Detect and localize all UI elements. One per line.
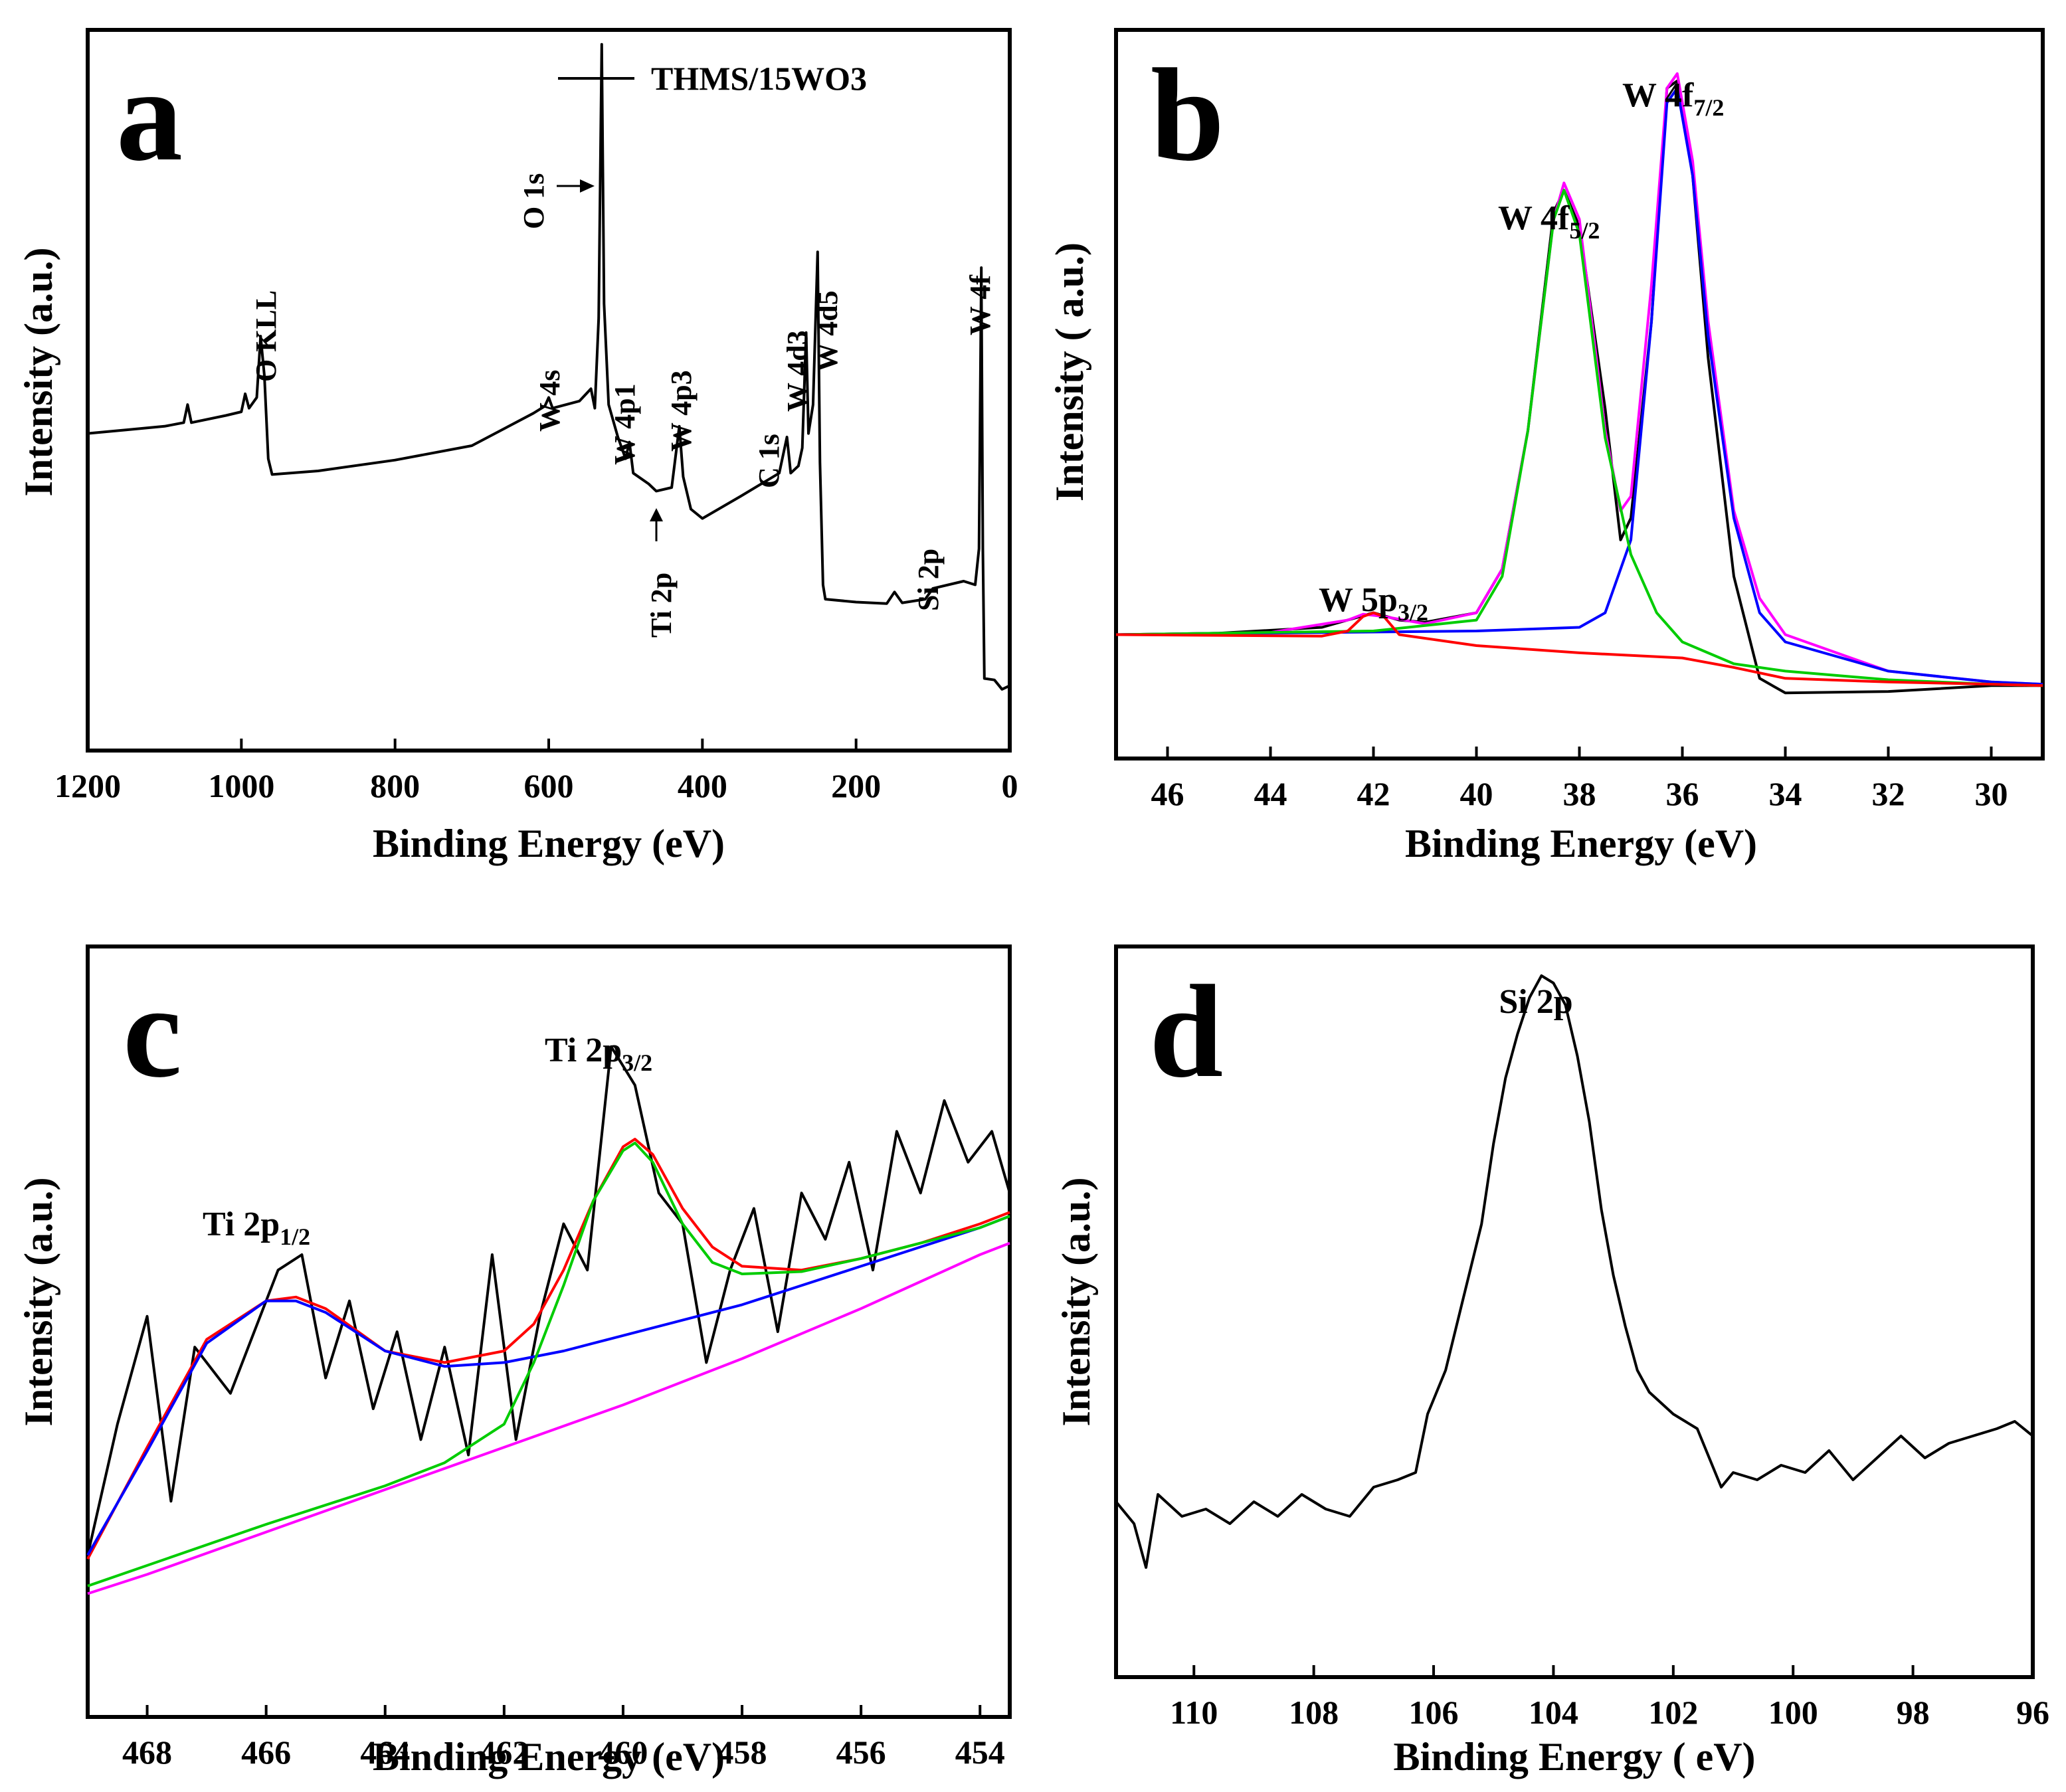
annotation-w-4p1: W 4p1: [609, 383, 641, 465]
panel-b-frame: [1114, 28, 2045, 761]
annotation-ti-2p32: Ti 2p3/2: [545, 1031, 652, 1076]
annotation-o-1s-arrowhead: [580, 179, 595, 193]
panel-a-x-ticks: 1200 1000 800 600 400 200 0: [54, 739, 1018, 804]
panel-c-x-ticks: 468 466 464 462 460 458 456 454: [122, 1705, 1005, 1771]
x-tick-label: 600: [524, 767, 574, 804]
x-tick-label: 1000: [208, 767, 274, 804]
annotation-ti-2p-arrowhead: [650, 508, 663, 521]
panel-b-series: [1115, 72, 2043, 695]
x-tick-label: 32: [1872, 775, 1905, 812]
x-tick-label: 464: [360, 1734, 410, 1771]
x-tick-label: 108: [1289, 1694, 1339, 1731]
annotation-w-4f52: W 4f5/2: [1498, 199, 1600, 244]
svg-text:W 5p3/2: W 5p3/2: [1319, 581, 1428, 626]
x-tick-label: 44: [1254, 775, 1287, 812]
svg-text:W 4f5/2: W 4f5/2: [1498, 199, 1600, 244]
x-tick-label: 106: [1409, 1694, 1459, 1731]
panel-c-x-axis-label: Binding Energy (eV): [373, 1735, 725, 1779]
panel-d-series: [1115, 974, 2034, 1569]
svg-text:Ti 2p3/2: Ti 2p3/2: [545, 1031, 652, 1076]
annotation-w-4d5: W 4d5: [811, 290, 844, 372]
panel-d-x-axis-label: Binding Energy ( eV): [1393, 1735, 1755, 1779]
panel-b-x-ticks: 46 44 42 40 38 36 34 32 30: [1151, 747, 2008, 812]
x-tick-label: 100: [1768, 1694, 1818, 1731]
x-tick-label: 110: [1170, 1694, 1218, 1731]
panel-d-y-axis-label: Intensity (a.u.): [1054, 1177, 1098, 1426]
x-tick-label: 42: [1357, 775, 1390, 812]
series-line-envelope: [86, 1138, 1010, 1560]
annotation-w-4f: W 4f: [964, 274, 996, 335]
series-line-thms-15wo3: [87, 43, 1010, 691]
series-line-ti-2p1-2-fit: [86, 1215, 1010, 1556]
annotation-si-2p: Si 2p: [1499, 983, 1572, 1021]
x-tick-label: 456: [836, 1734, 886, 1771]
x-tick-label: 466: [241, 1734, 291, 1771]
annotation-c-1s: C 1s: [753, 434, 785, 488]
x-tick-label: 1200: [54, 767, 121, 804]
x-tick-label: 36: [1666, 775, 1699, 812]
x-tick-label: 34: [1769, 775, 1802, 812]
annotation-ti-2p: Ti 2p: [645, 573, 678, 638]
x-tick-label: 0: [1002, 767, 1018, 804]
annotation-w-5p32: W 5p3/2: [1319, 581, 1428, 626]
series-line-ti-2p3-2-fit: [87, 1141, 1010, 1587]
panel-c: 468 466 464 462 460 458 456 454 c Binding Energ…: [17, 944, 1012, 1779]
panel-d-x-ticks: 110 108 106 104 102 100 98 96: [1170, 1665, 2049, 1731]
annotation-o-1s: O 1s: [517, 173, 550, 229]
series-line-w-4f5-2-fit: [1115, 189, 2043, 687]
x-tick-label: 38: [1563, 775, 1596, 812]
annotation-w-4s: W 4s: [533, 370, 566, 432]
x-tick-label: 200: [831, 767, 881, 804]
x-tick-label: 800: [370, 767, 420, 804]
series-line-raw: [86, 1045, 1011, 1556]
panel-b-y-axis-label: Intensity ( a.u.): [1048, 242, 1091, 501]
x-tick-label: 462: [479, 1734, 529, 1771]
panel-a-x-axis-label: Binding Energy (eV): [373, 822, 725, 865]
panel-c-frame: [86, 944, 1012, 1719]
panel-d-frame: [1114, 944, 2035, 1679]
x-tick-label: 102: [1648, 1694, 1698, 1731]
x-tick-label: 96: [2016, 1694, 2049, 1731]
x-tick-label: 468: [122, 1734, 172, 1771]
x-tick-label: 400: [678, 767, 727, 804]
svg-text:Ti 2p1/2: Ti 2p1/2: [203, 1206, 310, 1250]
panel-c-series: [86, 1045, 1011, 1595]
series-line-w-4f7-2-fit: [1115, 86, 2043, 686]
annotation-si-2p-survey: Si 2p: [912, 549, 945, 611]
x-tick-label: 460: [598, 1734, 648, 1771]
annotation-w-4d3: W 4d3: [781, 330, 814, 412]
x-tick-label: 40: [1460, 775, 1493, 812]
panel-c-letter: c: [123, 958, 182, 1105]
x-tick-label: 454: [955, 1734, 1005, 1771]
panel-c-y-axis-label: Intensity (a.u.): [17, 1177, 60, 1426]
svg-text:W 4f7/2: W 4f7/2: [1622, 76, 1724, 121]
annotation-o-kll: O KLL: [250, 290, 282, 382]
annotation-w-4f72: W 4f7/2: [1622, 76, 1724, 121]
series-line-w-5p3-2-fit: [1115, 611, 2043, 687]
panel-d-letter: d: [1149, 958, 1223, 1105]
legend-label: THMS/15WO3: [651, 60, 867, 97]
annotation-w-4p3: W 4p3: [665, 370, 698, 452]
annotation-ti-2p12: Ti 2p1/2: [203, 1206, 310, 1250]
x-tick-label: 30: [1975, 775, 2008, 812]
series-line-raw: [1115, 79, 2043, 695]
panel-b-x-axis-label: Binding Energy (eV): [1405, 822, 1757, 865]
panel-d: 110 108 106 104 102 100 98 96 d Binding Energy …: [1054, 944, 2049, 1779]
x-tick-label: 458: [717, 1734, 767, 1771]
panel-a-y-axis-label: Intensity (a.u.): [17, 247, 60, 496]
panel-a-letter: a: [116, 42, 183, 189]
panel-a-series: [87, 43, 1010, 691]
x-tick-label: 98: [1897, 1694, 1930, 1731]
series-line-background: [87, 1241, 1010, 1595]
series-line-envelope: [1115, 72, 2043, 686]
panel-b: 46 44 42 40 38 36 34 32 30 b Binding Energy (eV)…: [1048, 28, 2045, 865]
series-line-si-2p: [1115, 974, 2034, 1569]
panel-a: 1200 1000 800 600 400 200 0 a THMS/15WO3 Bindi…: [17, 28, 1018, 865]
x-tick-label: 104: [1529, 1694, 1578, 1731]
panel-b-letter: b: [1151, 42, 1224, 189]
x-tick-label: 46: [1151, 775, 1184, 812]
